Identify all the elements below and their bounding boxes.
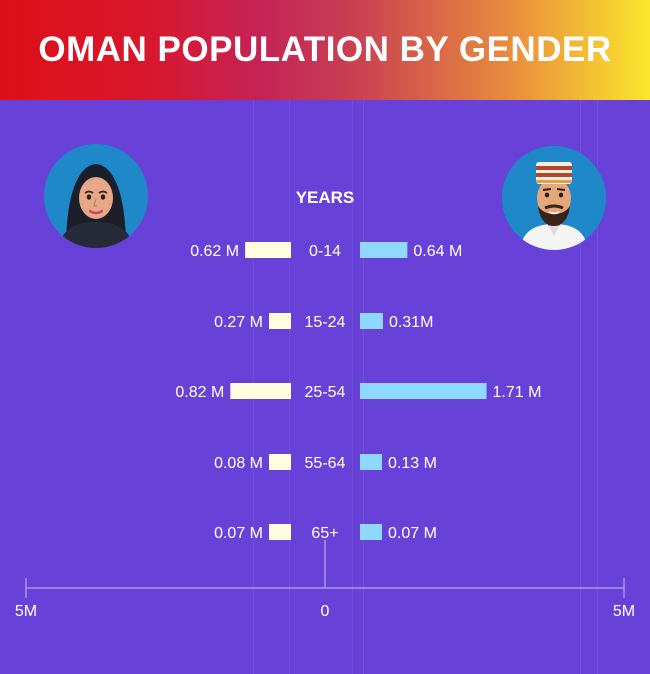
axis-tick-label: 5M xyxy=(613,603,635,620)
female-bar-65+ xyxy=(269,524,291,540)
category-axis-label: YEARS xyxy=(296,188,355,207)
male-value-label: 0.07 M xyxy=(388,525,437,542)
male-value-label: 0.13 M xyxy=(388,455,437,472)
axis-tick-label: 5M xyxy=(15,603,37,620)
category-label: 0-14 xyxy=(309,243,341,260)
axis-tick-label: 0 xyxy=(321,603,330,620)
male-bar-65+ xyxy=(360,524,382,540)
category-label: 25-54 xyxy=(305,384,346,401)
male-value-label: 0.31M xyxy=(389,314,433,331)
category-label: 55-64 xyxy=(305,455,346,472)
title-banner: OMAN POPULATION BY GENDER xyxy=(0,0,650,100)
male-bar-55-64 xyxy=(360,454,382,470)
female-value-label: 0.62 M xyxy=(190,243,239,260)
female-bar-0-14 xyxy=(245,242,291,258)
background-guide-line xyxy=(352,100,353,674)
male-value-label: 0.64 M xyxy=(413,243,462,260)
bar-group: 0-14 0.62 M 0.64 M 15-24 0.27 M 0.31M 25-54 0.8… xyxy=(175,242,541,542)
male-bar-25-54 xyxy=(360,383,487,399)
male-value-label: 1.71 M xyxy=(493,384,542,401)
female-value-label: 0.08 M xyxy=(214,455,263,472)
background-guide-line xyxy=(597,100,598,674)
female-bar-55-64 xyxy=(269,454,291,470)
background-guide-line xyxy=(580,100,581,674)
male-bar-0-14 xyxy=(360,242,408,258)
chart-title: OMAN POPULATION BY GENDER xyxy=(38,30,612,69)
female-value-label: 0.07 M xyxy=(214,525,263,542)
man-in-kuma-cap-avatar-icon xyxy=(502,146,606,250)
female-value-label: 0.27 M xyxy=(214,314,263,331)
female-bar-25-54 xyxy=(230,383,291,399)
male-bar-15-24 xyxy=(360,313,383,329)
woman-in-hijab-avatar-icon xyxy=(44,144,148,248)
category-label: 15-24 xyxy=(305,314,346,331)
female-bar-15-24 xyxy=(269,313,291,329)
female-value-label: 0.82 M xyxy=(175,384,224,401)
value-axis: 5M 0 5M xyxy=(15,540,635,620)
category-label: 65+ xyxy=(311,525,338,542)
